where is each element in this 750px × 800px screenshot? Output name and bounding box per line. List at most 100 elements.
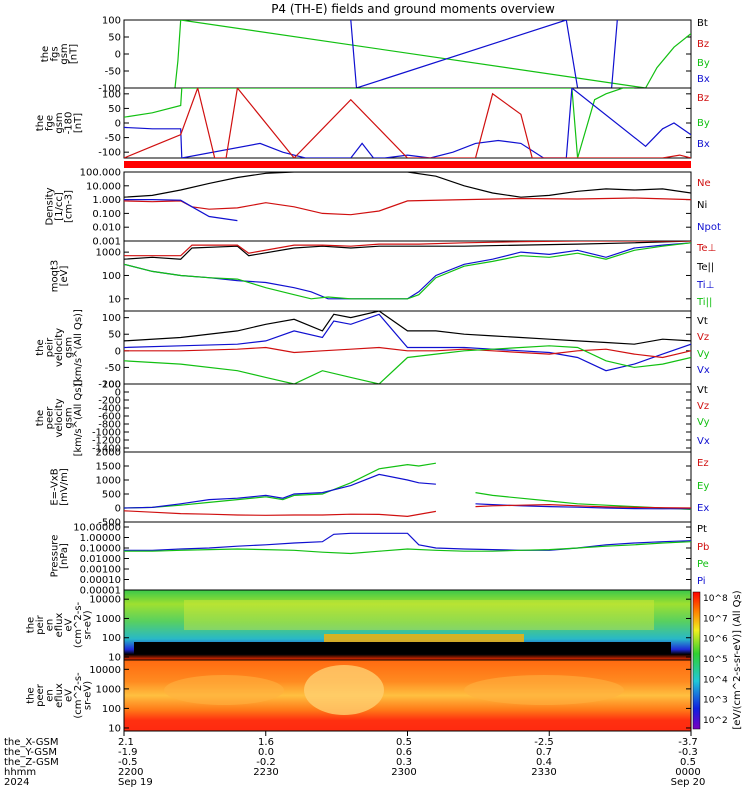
y-tick-label: 1.00000 (80, 533, 121, 544)
x-row-value: -1.9 (118, 747, 138, 758)
y-axis-label: eV (64, 689, 75, 702)
panel-3: 1000 100 10 moqt3[eV] Te⊥ Te|| Ti⊥ Ti|| (49, 240, 716, 312)
y-axis-label: eflux (54, 683, 65, 708)
legend-entry: Vx (697, 436, 710, 447)
colorbar-tick-label: 10^8 (703, 594, 728, 604)
legend-entry: Vy (697, 417, 710, 428)
x-row-label: the_X-GSM (4, 737, 58, 748)
legend-entry: Vy (697, 349, 710, 360)
y-tick-label: -200 (98, 396, 121, 407)
plot-title: P4 (TH-E) fields and ground moments over… (271, 2, 555, 16)
y-axis-label: [nPa] (59, 543, 70, 569)
legend-entry: Vz (697, 332, 709, 343)
y-axis-label: the (35, 410, 46, 426)
legend-entry: Bx (697, 74, 710, 85)
y-axis-label: peer (35, 683, 46, 707)
x-row-label: hhmm (4, 767, 36, 778)
y-tick-label: 0.10000 (80, 544, 121, 555)
colorbar: 10^8 10^7 10^6 10^5 10^4 10^3 10^2 [eV/(cm^2-s-… (692, 590, 743, 730)
y-axis-label: moqt3 (49, 260, 60, 293)
panel-frame (123, 451, 692, 523)
legend-entry: Te⊥ (696, 243, 716, 254)
y-tick-label: 1000 (96, 476, 121, 487)
legend-entry: Ez (697, 458, 709, 469)
y-tick-label: 10 (108, 294, 121, 305)
y-axis-label: the (40, 46, 51, 62)
x-row-value: 2300 (391, 767, 416, 778)
y-axis-label: [nT] (73, 113, 84, 133)
y-axis-label: [mV/m] (59, 468, 70, 506)
series-Pe (124, 541, 691, 555)
y-tick-label: -1400 (92, 444, 121, 455)
y-tick-label: -400 (98, 404, 121, 415)
y-axis-label: (cm^2-s- (73, 601, 84, 648)
y-tick-label: 10000 (89, 665, 121, 676)
x-row-value: 2230 (253, 767, 278, 778)
y-tick-label: 1000 (96, 248, 121, 259)
colorbar-gradient (692, 591, 701, 730)
y-tick-label: 500 (102, 490, 121, 501)
legend-entry: Ey (697, 481, 709, 492)
y-tick-label: 100.000 (80, 168, 121, 179)
series-Ni (124, 172, 691, 198)
panel-7: 10.000001.000000.100000.010000.001000.00… (49, 521, 709, 597)
y-tick-label: 1.000 (92, 195, 121, 206)
y-axis-label: [nT] (68, 44, 79, 64)
y-tick-label: 1000 (96, 614, 121, 625)
y-tick-label: 0.00100 (80, 565, 121, 576)
y-tick-label: 0 (115, 504, 121, 515)
panel-frame (123, 240, 692, 312)
y-axis-label: gsm (59, 43, 70, 64)
series-Ex (124, 473, 436, 509)
legend-entry: Pi (697, 576, 706, 587)
x-row-value: 0000 (675, 767, 700, 778)
x-row-value: -0.5 (118, 757, 138, 768)
y-axis-label: (cm^2-s- (73, 672, 84, 719)
y-tick-label: 0 (115, 119, 121, 130)
series-By (124, 88, 635, 158)
spectrogram-patch (324, 634, 524, 642)
series-Te|| (124, 241, 691, 260)
legend-entry: By (697, 118, 710, 129)
series-Ti⊥ (124, 242, 691, 300)
y-tick-label: 200 (102, 380, 121, 391)
legend-entry: Bx (697, 139, 710, 150)
y-axis-label: peir (35, 614, 46, 634)
panel-frame (123, 87, 692, 159)
series-Vt (124, 311, 691, 345)
panel-5: 2000-200-400-600-800-1000-1200-1400thepe… (35, 380, 710, 457)
y-tick-label: 100 (102, 633, 121, 644)
x-row-value: 0.5 (680, 757, 696, 768)
panels: 100500-50-100thefgsgsm[nT]BtBzByBx100500… (26, 16, 721, 735)
y-axis-label: gsm (64, 337, 75, 358)
x-row-label: 2024 (4, 777, 29, 788)
legend-entry: Pe (697, 559, 709, 570)
legend-entry: Ne (697, 178, 711, 189)
y-tick-label: 1000 (96, 684, 121, 695)
x-row-value: 2200 (118, 767, 143, 778)
y-tick-label: 100 (102, 271, 121, 282)
y-tick-label: -50 (105, 67, 121, 78)
y-tick-label: 0.00001 (80, 586, 121, 597)
legend-entry: Npot (697, 222, 721, 233)
x-row-value: 0.7 (536, 747, 552, 758)
x-row-value: 0.5 (396, 737, 412, 748)
y-tick-label: 100 (102, 16, 121, 27)
y-axis-label: [cm-3] (64, 190, 75, 223)
y-axis-label: gsm (64, 407, 75, 428)
x-row-value: 0.4 (536, 757, 552, 768)
panel-6: 2000 1500 1000 500 0 -500 E=-VxB[mV/m] Ez Ey Ex (49, 448, 709, 529)
y-axis-label: sr-eV) (83, 681, 94, 710)
y-axis-label: [eV] (59, 266, 70, 287)
panel-4: 100 50 0 -50 -100 thepeirvelocitygsm[km/s^(Al… (35, 309, 710, 390)
panel-frame (123, 521, 692, 591)
spectrogram-patch (184, 600, 654, 630)
colorbar-label: [eV/(cm^2-s-sr-eV)] (All Qs) (732, 590, 743, 729)
legend-entry: Bz (697, 39, 709, 50)
panel-2: 100.000 10.000 1.000 0.100 0.010 0.001 Density… (45, 168, 721, 248)
y-axis-label: en (45, 619, 56, 632)
panel-frame (123, 171, 692, 242)
y-tick-label: 10 (108, 653, 121, 664)
